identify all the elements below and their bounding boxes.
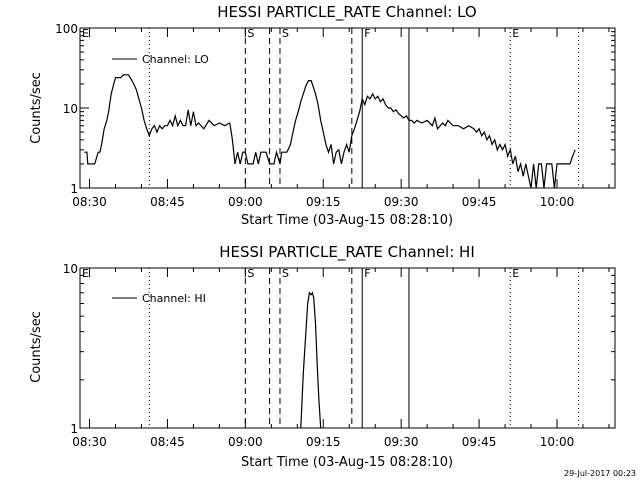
legend: Channel: HI (112, 292, 206, 305)
y-tick-label: 10 (63, 102, 78, 116)
x-tick-label: 08:45 (150, 435, 185, 449)
marker-label: E (82, 267, 89, 280)
marker-label: S (247, 27, 254, 40)
x-tick-label: 09:15 (306, 435, 341, 449)
marker-label: E (512, 267, 519, 280)
marker-label: E (82, 27, 89, 40)
chart-title: HESSI PARTICLE_RATE Channel: HI (219, 243, 475, 262)
x-tick-label: 10:00 (540, 195, 575, 209)
marker-label: F (364, 27, 370, 40)
x-tick-label: 08:45 (150, 195, 185, 209)
x-tick-label: 09:00 (228, 195, 263, 209)
x-tick-label: 09:45 (462, 435, 497, 449)
x-tick-label: 09:30 (384, 195, 419, 209)
data-series-line (84, 74, 576, 189)
data-series-line (300, 291, 322, 429)
marker-label: S (282, 267, 289, 280)
x-tick-label: 09:00 (228, 435, 263, 449)
y-tick-label: 100 (55, 22, 78, 36)
y-axis-label: Counts/sec (29, 72, 44, 144)
legend-label: Channel: HI (142, 292, 206, 305)
x-axis-label: Start Time (03-Aug-15 08:28:10) (241, 455, 453, 470)
plot-frame (79, 267, 616, 429)
marker-label: S (282, 27, 289, 40)
x-tick-label: 09:30 (384, 435, 419, 449)
y-tick-label: 1 (70, 182, 78, 196)
legend-label: Channel: LO (142, 53, 209, 66)
x-tick-label: 09:45 (462, 195, 497, 209)
marker-label: F (364, 267, 370, 280)
x-tick-label: 09:15 (306, 195, 341, 209)
legend: Channel: LO (112, 53, 209, 66)
plot-frame (79, 27, 616, 189)
panel-lo: HESSI PARTICLE_RATE Channel: LO Channel:… (29, 3, 616, 228)
x-tick-label: 08:30 (72, 195, 107, 209)
x-tick-label: 10:00 (540, 435, 575, 449)
chart-title: HESSI PARTICLE_RATE Channel: LO (217, 3, 476, 22)
y-tick-label: 1 (70, 422, 78, 436)
panel-hi: HESSI PARTICLE_RATE Channel: HI Channel:… (29, 243, 616, 470)
x-tick-label: 08:30 (72, 435, 107, 449)
y-tick-label: 10 (63, 262, 78, 276)
timestamp: 29-Jul-2017 00:23 (564, 469, 636, 478)
x-axis-label: Start Time (03-Aug-15 08:28:10) (241, 213, 453, 228)
marker-label: S (247, 267, 254, 280)
y-axis-label: Counts/sec (29, 311, 44, 383)
marker-label: E (512, 27, 519, 40)
